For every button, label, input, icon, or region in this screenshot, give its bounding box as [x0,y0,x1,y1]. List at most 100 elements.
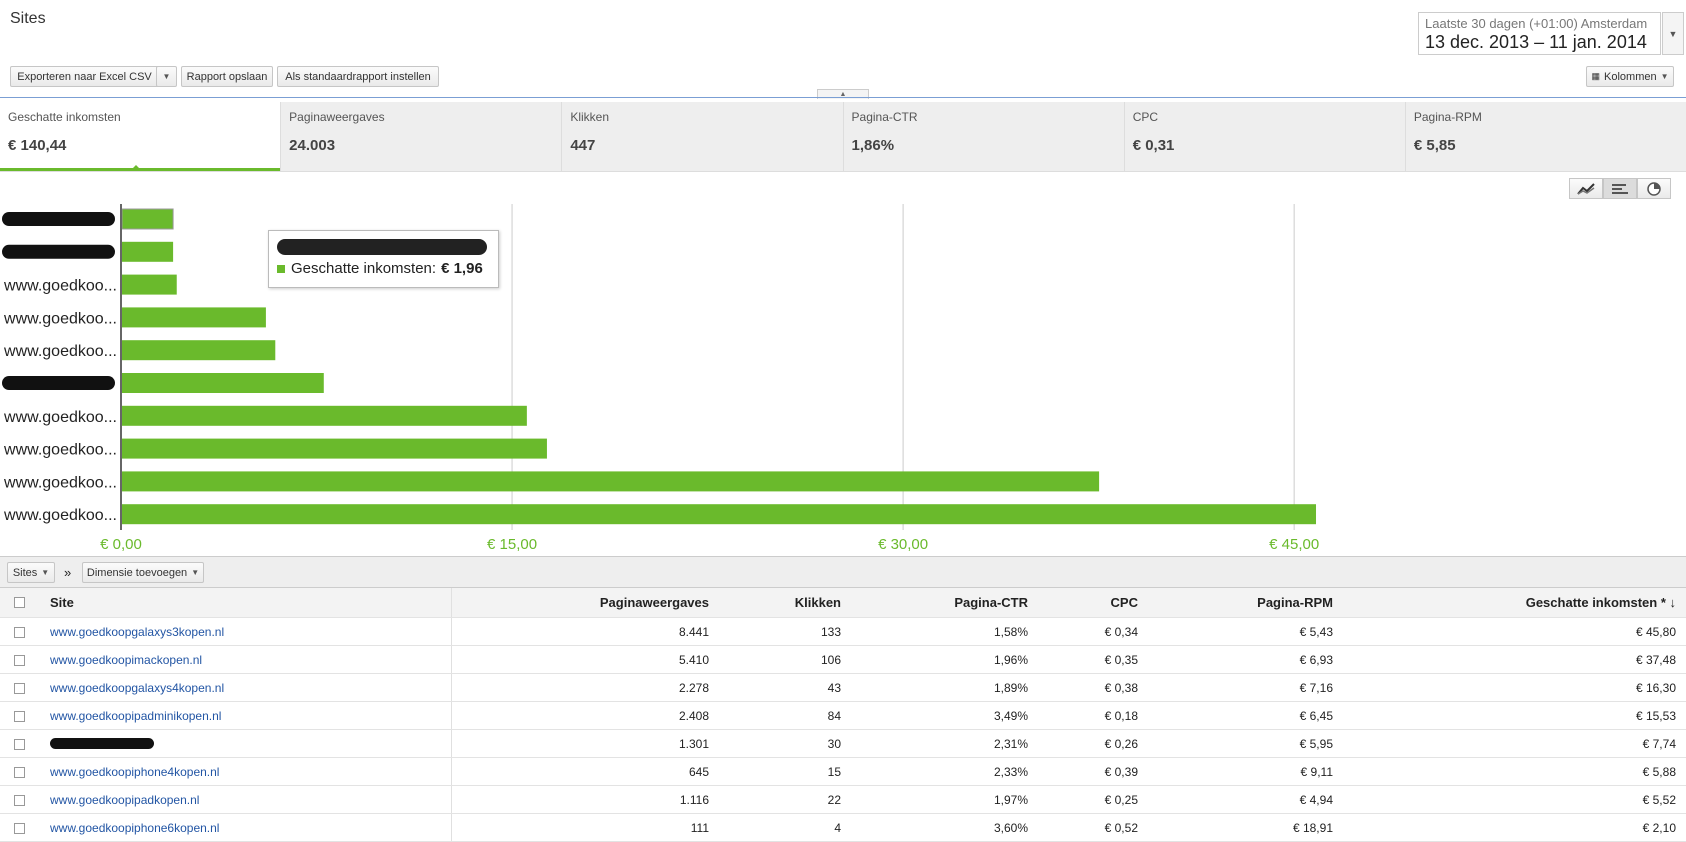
category-label: www.goedkoo... [3,409,117,426]
column-separator [451,702,452,729]
date-range-value: 13 dec. 2013 – 11 jan. 2014 [1425,32,1647,52]
site-link[interactable]: www.goedkoopipadkopen.nl [50,792,200,807]
scorecard-value: 447 [570,137,596,154]
cell-clicks: 4 [834,820,841,835]
header-estimated-earnings[interactable]: Geschatte inkomsten * ↓ [1525,595,1676,610]
site-link[interactable]: www.goedkoopgalaxys3kopen.nl [50,624,225,639]
scorecard-clicks[interactable]: Klikken 447 [561,102,843,171]
export-csv-button[interactable]: Exporteren naar Excel CSV [10,66,159,87]
row-checkbox[interactable] [14,683,25,694]
scorecard-page-rpm[interactable]: Pagina-RPM € 5,85 [1404,102,1686,171]
cell-page-ctr: 2,33% [993,764,1028,779]
cell-page-ctr: 3,49% [993,708,1028,723]
column-separator [451,646,452,673]
bar [122,307,266,328]
table-row: www.goedkoopgalaxys4kopen.nl 2.278 43 1,89%… [0,674,1686,702]
row-checkbox[interactable] [14,795,25,806]
column-separator [451,758,452,785]
scorecard-label: Geschatte inkomsten [8,110,121,124]
site-link[interactable]: www.goedkoopiphone6kopen.nl [50,820,220,835]
cell-cpc: € 0,25 [1104,792,1138,807]
category-label: www.goedkoo... [3,507,117,524]
cell-clicks: 22 [827,792,841,807]
column-separator [451,588,452,617]
scorecard-label: CPC [1132,110,1159,124]
cell-page-views: 2.408 [678,708,709,723]
earnings-bar-chart: www.goedkoo... www.goedkoo... www.goedkoo.… [2,204,1319,553]
cell-page-rpm: € 9,11 [1300,764,1333,779]
cell-page-rpm: € 4,94 [1299,792,1333,807]
cell-clicks: 43 [827,680,841,695]
x-tick-label: € 45,00 [1269,536,1319,553]
pie-chart-icon[interactable] [1637,178,1671,199]
redaction-scribble [50,738,154,749]
row-checkbox[interactable] [14,627,25,638]
bar [122,241,174,262]
scorecard-value: € 5,85 [1413,137,1456,154]
collapse-toggle-icon[interactable]: ▲ [817,89,869,99]
scorecard-cpc[interactable]: CPC € 0,31 [1123,102,1405,171]
cell-estimated-earnings: € 2,10 [1642,820,1676,835]
site-link[interactable]: www.goedkoopipadminikopen.nl [50,708,222,723]
x-tick-label: € 0,00 [100,536,142,553]
export-dropdown-button[interactable]: ▼ [156,66,177,87]
cell-page-views: 5.410 [678,652,709,667]
cell-estimated-earnings: € 5,52 [1642,792,1676,807]
columns-button[interactable]: ▦ Kolommen ▼ [1586,66,1674,87]
column-separator [451,814,452,841]
column-separator [451,730,452,757]
page-title: Sites [10,10,46,27]
row-checkbox[interactable] [14,655,25,666]
scorecard-estimated-earnings[interactable]: Geschatte inkomsten € 140,44 [0,102,281,171]
table-row: 1.301 30 2,31% € 0,26 € 5,95 € 7,74 [0,730,1686,758]
cell-estimated-earnings: € 16,30 [1635,680,1676,695]
cell-page-ctr: 1,96% [993,652,1028,667]
column-separator [451,618,452,645]
header-cpc[interactable]: CPC [1110,595,1138,610]
category-label: www.goedkoo... [3,310,117,327]
select-all-checkbox[interactable] [14,597,25,608]
redacted-site-name [50,730,154,757]
scorecard-page-ctr[interactable]: Pagina-CTR 1,86% [842,102,1124,171]
row-checkbox[interactable] [14,711,25,722]
header-page-views[interactable]: Paginaweergaves [599,595,709,610]
cell-page-views: 8.441 [678,624,709,639]
cell-page-views: 1.301 [678,736,709,751]
chevron-down-icon: ▼ [191,568,200,577]
scorecard-label: Paginaweergaves [289,110,385,124]
scorecard-value: 24.003 [289,137,336,154]
row-checkbox[interactable] [14,823,25,834]
date-dropdown-arrow-icon[interactable]: ▼ [1662,12,1684,55]
scorecard-page-views[interactable]: Paginaweergaves 24.003 [280,102,562,171]
cell-page-ctr: 3,60% [993,820,1028,835]
header-page-ctr[interactable]: Pagina-CTR [954,595,1028,610]
scorecard-label: Pagina-RPM [1413,110,1482,124]
row-checkbox[interactable] [14,767,25,778]
row-checkbox[interactable] [14,739,25,750]
site-link[interactable]: www.goedkoopgalaxys4kopen.nl [50,680,225,695]
bar [121,208,174,230]
header-site[interactable]: Site [50,595,74,610]
bar-chart-icon[interactable] [1603,178,1637,199]
site-link[interactable]: www.goedkoopimackopen.nl [50,652,203,667]
table-row: www.goedkoopimackopen.nl 5.410 106 1,96% € 0… [0,646,1686,674]
line-chart-icon[interactable] [1569,178,1603,199]
scorecard-label: Klikken [570,110,610,124]
header-clicks[interactable]: Klikken [794,595,841,610]
add-dimension-label: Dimensie toevoegen [86,566,188,579]
header-page-rpm[interactable]: Pagina-RPM [1257,595,1333,610]
cell-clicks: 106 [820,652,841,667]
cell-cpc: € 0,26 [1104,736,1138,751]
cell-page-views: 2.278 [678,680,709,695]
date-range-picker[interactable]: Laatste 30 dagen (+01:00) Amsterdam 13 d… [1418,12,1661,55]
save-report-button[interactable]: Rapport opslaan [181,66,273,87]
set-default-report-button[interactable]: Als standaardrapport instellen [277,66,439,87]
table-row: www.goedkoopipadminikopen.nl 2.408 84 3,49%… [0,702,1686,730]
scorecard-value: € 0,31 [1132,137,1175,154]
cell-page-views: 645 [688,764,709,779]
dimension-sites-dropdown[interactable]: Sites ▼ [7,562,55,583]
add-dimension-dropdown[interactable]: Dimensie toevoegen ▼ [82,562,204,583]
breadcrumb-separator: » [64,565,72,580]
cell-estimated-earnings: € 45,80 [1635,624,1676,639]
site-link[interactable]: www.goedkoopiphone4kopen.nl [50,764,220,779]
